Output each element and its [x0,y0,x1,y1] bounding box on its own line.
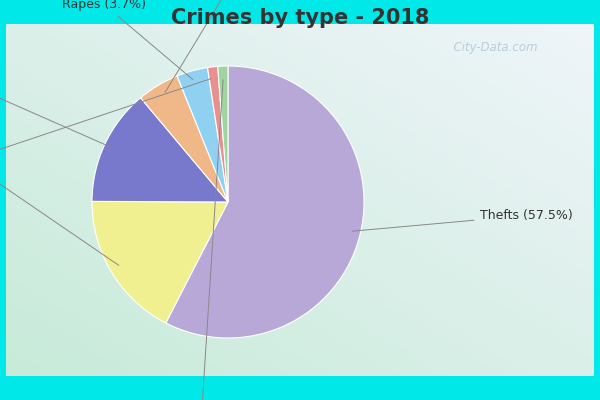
Text: Robberies (1.2%): Robberies (1.2%) [0,78,211,184]
Text: Rapes (3.7%): Rapes (3.7%) [62,0,193,80]
Text: Burglaries (13.8%): Burglaries (13.8%) [0,53,112,148]
Wedge shape [92,201,228,323]
Text: City-Data.com: City-Data.com [446,42,538,54]
Wedge shape [140,76,228,202]
Wedge shape [166,66,364,338]
Wedge shape [177,68,228,202]
Wedge shape [218,66,228,202]
Text: Assaults (17.5%): Assaults (17.5%) [0,121,119,265]
Wedge shape [208,66,228,202]
Wedge shape [92,98,228,202]
Text: Thefts (57.5%): Thefts (57.5%) [352,209,572,231]
Text: Auto thefts (5.0%): Auto thefts (5.0%) [165,0,292,92]
Text: Crimes by type - 2018: Crimes by type - 2018 [171,8,429,28]
Text: Murders (1.2%): Murders (1.2%) [152,80,249,400]
